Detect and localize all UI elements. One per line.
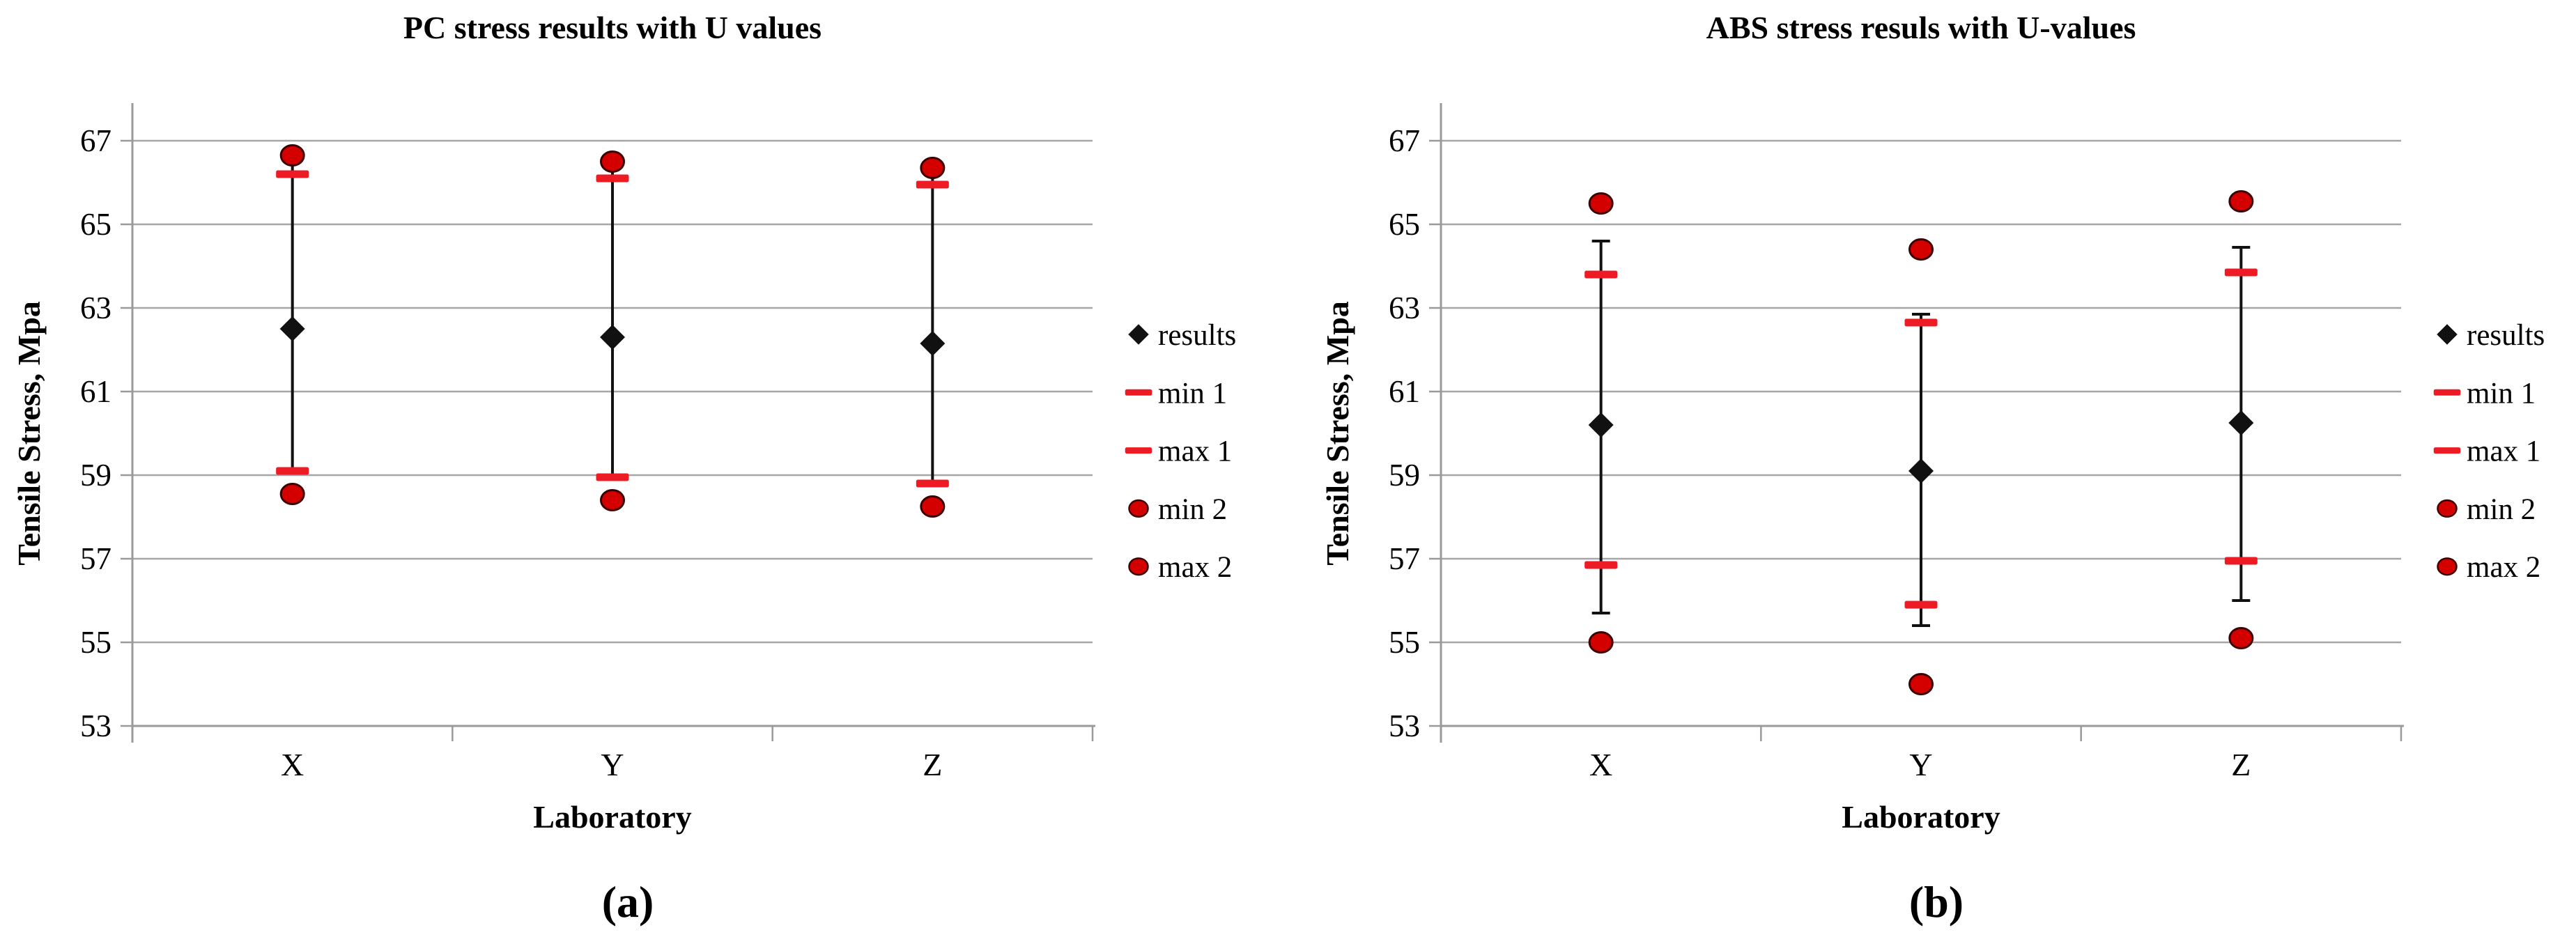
marker-results-Z (2228, 410, 2254, 435)
marker-max2-Y (1908, 238, 1934, 261)
legend-marker-circle (2437, 499, 2458, 518)
marker-min1-Z (916, 479, 949, 488)
x-axis-title: Laboratory (533, 799, 691, 835)
legend-marker-dash (2433, 389, 2461, 396)
marker-min2-Z (2228, 627, 2254, 649)
legend-item-max1: max 1 (2433, 435, 2540, 468)
chart-title: PC stress results with U values (403, 10, 822, 45)
y-tick-label: 55 (1389, 625, 1420, 660)
legend-label: min 1 (1158, 377, 1227, 410)
legend-item-results: results (1128, 319, 1236, 352)
marker-max1-X (1584, 270, 1618, 279)
marker-results-X (1588, 412, 1614, 438)
y-tick-label: 53 (80, 709, 111, 743)
legend-label: min 2 (2467, 493, 2536, 526)
legend-marker-circle (2437, 557, 2458, 576)
marker-max1-Y (596, 174, 629, 183)
legend-item-max2: max 2 (2437, 551, 2540, 584)
legend-label: results (2467, 319, 2545, 352)
marker-max1-Z (2224, 268, 2258, 277)
panel-caption: (a) (602, 877, 654, 927)
y-tick-label: 63 (80, 291, 111, 325)
x-category-label: Z (2231, 747, 2251, 782)
legend-marker-circle (1128, 499, 1149, 518)
legend-label: results (1158, 319, 1236, 352)
marker-results-Y (600, 325, 625, 350)
marker-min1-X (1584, 561, 1618, 569)
legend-item-min2: min 2 (2437, 493, 2536, 526)
legend: results min 1 max 1 min 2 max 2 (1125, 319, 1236, 584)
x-category-label: Z (923, 747, 942, 782)
x-category-label: Y (1909, 747, 1932, 782)
y-tick-label: 65 (1389, 207, 1420, 242)
y-tick-label: 59 (1389, 458, 1420, 493)
marker-min2-Y (1908, 673, 1934, 695)
marker-min2-X (1588, 631, 1614, 653)
x-axis-title: Laboratory (1842, 799, 2000, 835)
y-tick-label: 57 (80, 541, 111, 576)
legend-label: max 2 (2467, 551, 2540, 584)
marker-min1-Y (596, 473, 629, 481)
y-tick-label: 61 (80, 374, 111, 409)
marker-min2-X (279, 483, 305, 505)
y-tick-label: 67 (1389, 123, 1420, 158)
legend-item-min1: min 1 (1125, 377, 1227, 410)
legend-marker-diamond (1128, 324, 1149, 345)
legend: results min 1 max 1 min 2 max 2 (2433, 319, 2545, 584)
legend-label: min 1 (2467, 377, 2536, 410)
legend-label: min 2 (1158, 493, 1227, 526)
marker-min2-Z (920, 495, 946, 518)
marker-results-X (279, 316, 305, 341)
legend-item-max1: max 1 (1125, 435, 1232, 468)
y-tick-label: 63 (1389, 291, 1420, 325)
panel-caption: (b) (1909, 877, 1964, 927)
legend-marker-diamond (2437, 324, 2458, 345)
marker-max2-Y (600, 150, 625, 173)
marker-max2-X (1588, 192, 1614, 215)
legend-item-min1: min 1 (2433, 377, 2536, 410)
y-axis-title: Tensile Stress, Mpa (11, 301, 47, 566)
legend-item-max2: max 2 (1128, 551, 1232, 584)
y-tick-label: 59 (80, 458, 111, 493)
legend-marker-dash (2433, 447, 2461, 454)
marker-min1-Z (2224, 557, 2258, 565)
marker-min1-X (276, 467, 309, 475)
legend-label: max 2 (1158, 551, 1232, 584)
marker-max2-Z (2228, 190, 2254, 212)
x-category-label: Y (601, 747, 624, 782)
legend-item-results: results (2437, 319, 2545, 352)
marker-max2-X (279, 144, 305, 167)
legend-marker-dash (1125, 389, 1152, 396)
y-axis-title: Tensile Stress, Mpa (1320, 301, 1355, 566)
marker-max1-X (276, 170, 309, 178)
y-tick-label: 57 (1389, 541, 1420, 576)
legend-label: max 1 (2467, 435, 2540, 468)
marker-min1-Y (1904, 601, 1938, 609)
y-tick-label: 55 (80, 625, 111, 660)
y-tick-label: 53 (1389, 709, 1420, 743)
marker-results-Y (1908, 458, 1934, 483)
legend-marker-circle (1128, 557, 1149, 576)
marker-max1-Y (1904, 318, 1938, 327)
legend-label: max 1 (1158, 435, 1232, 468)
y-tick-label: 65 (80, 207, 111, 242)
y-tick-label: 67 (80, 123, 111, 158)
chart-b: 53 55 57 59 61 63 65 67 X Y Z Laboratory Tensile Str… (1320, 10, 2545, 927)
marker-results-Z (920, 331, 946, 356)
chart-a: 53 55 57 59 61 63 65 67 X Y Z Laboratory Tensile Str… (11, 10, 1236, 927)
y-tick-label: 61 (1389, 374, 1420, 409)
x-category-label: X (281, 747, 304, 782)
marker-min2-Y (600, 489, 625, 511)
marker-max1-Z (916, 180, 949, 189)
legend-item-min2: min 2 (1128, 493, 1227, 526)
chart-title: ABS stress resuls with U-values (1706, 10, 2136, 45)
legend-marker-dash (1125, 447, 1152, 454)
marker-max2-Z (920, 157, 946, 179)
x-category-label: X (1589, 747, 1612, 782)
